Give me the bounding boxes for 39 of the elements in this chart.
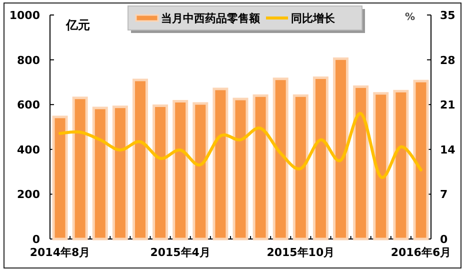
bar (212, 88, 228, 240)
y2-tick-label: 35 (440, 9, 456, 22)
bar (232, 98, 248, 240)
legend-label: 当月中西药品零售额 (161, 12, 261, 25)
bar (152, 104, 168, 240)
bar (292, 94, 308, 240)
y2-tick-label: 14 (440, 143, 456, 156)
y2-tick-label: 7 (440, 188, 448, 202)
x-tick-label: 2015年10月 (266, 246, 335, 259)
y-tick-label: 200 (17, 188, 40, 202)
y2-tick-label: 0 (440, 233, 448, 246)
y-axis-title: 亿元 (65, 18, 90, 32)
bar (393, 90, 409, 240)
bar (353, 85, 369, 240)
y2-tick-label: 28 (440, 54, 456, 67)
legend-label: 同比增长 (291, 12, 336, 25)
x-tick-label: 2014年8月 (30, 246, 90, 259)
bar (72, 96, 88, 240)
bar (413, 80, 429, 240)
x-tick-label: 2015年4月 (150, 246, 210, 259)
bar (312, 76, 328, 240)
y-tick-label: 800 (17, 54, 40, 67)
y2-tick-label: 21 (440, 98, 456, 112)
bar (132, 78, 148, 240)
x-tick-label: 2016年6月 (390, 246, 452, 259)
bar (52, 116, 68, 240)
bar (112, 106, 128, 240)
y-tick-label: 600 (17, 98, 40, 112)
bar (373, 92, 389, 240)
bar (333, 57, 349, 240)
bar (192, 102, 208, 240)
bar (92, 106, 108, 240)
y-tick-label: 1000 (9, 9, 40, 22)
y-tick-label: 400 (17, 143, 40, 156)
bar (252, 94, 268, 240)
bar (272, 78, 288, 240)
y2-axis-title: % (404, 12, 416, 23)
y-tick-label: 0 (32, 233, 40, 246)
bar (172, 100, 188, 240)
